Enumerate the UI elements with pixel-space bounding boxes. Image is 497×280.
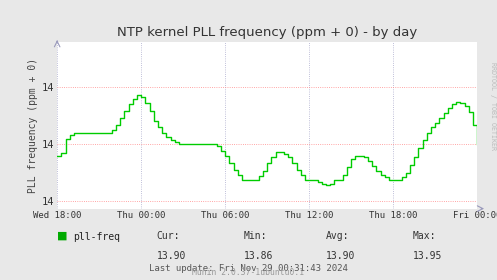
Text: ■: ■: [57, 231, 68, 241]
Text: Max:: Max:: [413, 231, 436, 241]
Text: RRDTOOL / TOBI OETIKER: RRDTOOL / TOBI OETIKER: [490, 62, 496, 150]
Text: pll-freq: pll-freq: [74, 232, 121, 242]
Title: NTP kernel PLL frequency (ppm + 0) - by day: NTP kernel PLL frequency (ppm + 0) - by …: [117, 26, 417, 39]
Y-axis label: PLL frequency (ppm + 0): PLL frequency (ppm + 0): [28, 58, 38, 193]
Text: Avg:: Avg:: [326, 231, 349, 241]
Text: Cur:: Cur:: [157, 231, 180, 241]
Text: Min:: Min:: [244, 231, 267, 241]
Text: Munin 2.0.37-1ubuntu0.1: Munin 2.0.37-1ubuntu0.1: [192, 268, 305, 277]
Text: 13.90: 13.90: [326, 251, 355, 261]
Text: Last update: Fri Nov 29 00:31:43 2024: Last update: Fri Nov 29 00:31:43 2024: [149, 264, 348, 273]
Text: 13.95: 13.95: [413, 251, 442, 261]
Text: 13.90: 13.90: [157, 251, 186, 261]
Text: 13.86: 13.86: [244, 251, 273, 261]
